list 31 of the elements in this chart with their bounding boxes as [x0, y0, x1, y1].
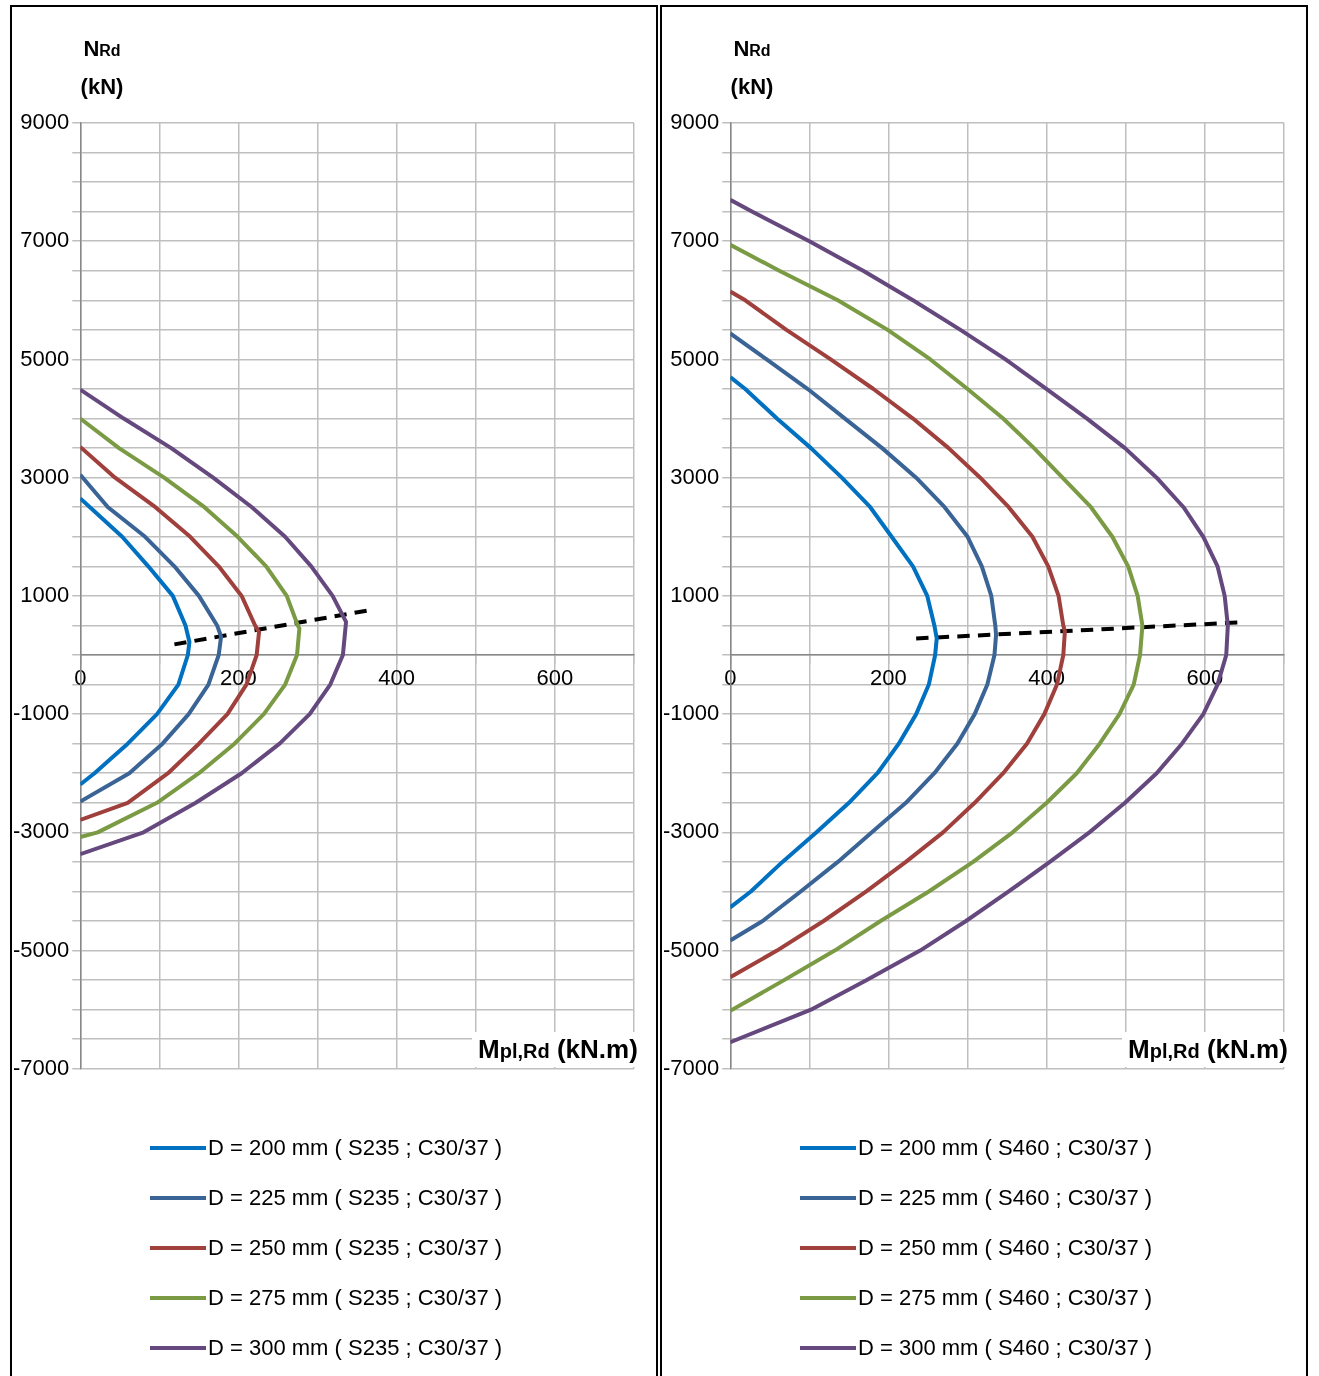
legend-label: D = 200 mm ( S460 ; C30/37 ) [858, 1135, 1153, 1161]
x-tick-label: 400 [378, 665, 416, 691]
legend-label: D = 250 mm ( S460 ; C30/37 ) [858, 1235, 1153, 1261]
x-tick-label: 200 [870, 665, 907, 691]
x-tick-label: 600 [536, 665, 574, 691]
y-tick-label: -5000 [12, 936, 70, 962]
legend-label: D = 300 mm ( S235 ; C30/37 ) [208, 1335, 503, 1361]
y-tick-label: 3000 [20, 463, 70, 489]
y-tick-label: -7000 [12, 1054, 70, 1080]
y-tick-label: -3000 [662, 818, 720, 844]
legend-label: D = 225 mm ( S460 ; C30/37 ) [858, 1185, 1153, 1211]
y-tick-label: -7000 [662, 1054, 720, 1080]
legend-label: D = 275 mm ( S235 ; C30/37 ) [208, 1285, 503, 1311]
legend-label: D = 300 mm ( S460 ; C30/37 ) [858, 1335, 1153, 1361]
y-tick-label: 1000 [670, 581, 720, 607]
y-tick-label: -1000 [12, 700, 70, 726]
y-tick-label: 7000 [20, 227, 70, 253]
y-tick-label: 5000 [20, 345, 70, 371]
y-tick-label: 7000 [670, 227, 720, 253]
legend-label: D = 250 mm ( S235 ; C30/37 ) [208, 1235, 503, 1261]
legend-label: D = 200 mm ( S235 ; C30/37 ) [208, 1135, 503, 1161]
y-tick-label: 9000 [670, 109, 720, 135]
legend-label: D = 225 mm ( S235 ; C30/37 ) [208, 1185, 503, 1211]
y-tick-label: -3000 [12, 818, 70, 844]
y-tick-label: 3000 [670, 463, 720, 489]
y-tick-label: 5000 [670, 345, 720, 371]
y-tick-label: 9000 [20, 109, 70, 135]
y-tick-label: -1000 [662, 700, 720, 726]
legend-label: D = 275 mm ( S460 ; C30/37 ) [858, 1285, 1153, 1311]
y-tick-label: 1000 [20, 581, 70, 607]
y-tick-label: -5000 [662, 936, 720, 962]
